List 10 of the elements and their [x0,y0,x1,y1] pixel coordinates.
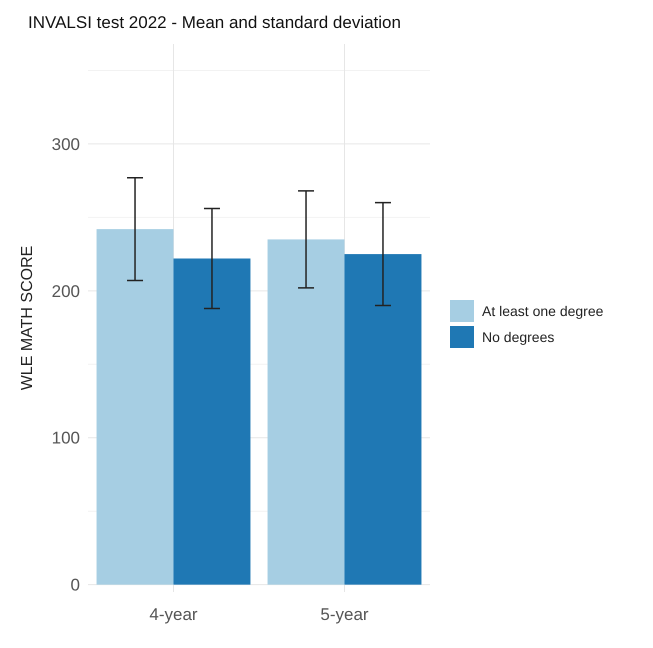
x-tick-label: 4-year [149,605,198,624]
y-tick-label: 300 [52,134,80,154]
legend-label: At least one degree [482,302,604,319]
y-tick-label: 0 [70,576,80,595]
legend-label: No degrees [482,328,554,345]
chart-title: INVALSI test 2022 - Mean and standard deviation [28,13,401,32]
y-tick-label: 100 [52,428,80,448]
y-tick-label: 200 [52,282,80,301]
x-tick-label: 5-year [320,605,369,624]
y-axis-title: WLE MATH SCORE [19,246,36,390]
